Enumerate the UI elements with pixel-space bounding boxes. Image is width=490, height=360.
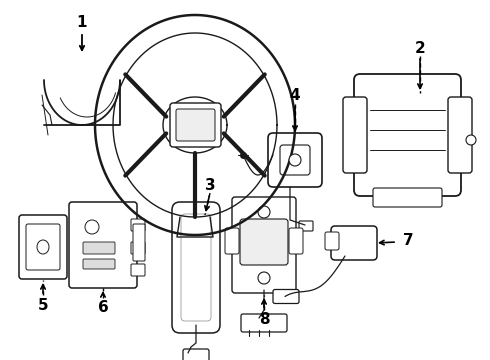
FancyBboxPatch shape <box>133 224 145 261</box>
FancyBboxPatch shape <box>268 133 322 187</box>
FancyBboxPatch shape <box>225 228 239 254</box>
Text: 7: 7 <box>403 233 413 248</box>
FancyBboxPatch shape <box>343 97 367 173</box>
FancyBboxPatch shape <box>170 103 221 147</box>
Text: 2: 2 <box>415 41 425 55</box>
FancyBboxPatch shape <box>273 289 299 303</box>
FancyBboxPatch shape <box>83 242 115 254</box>
FancyBboxPatch shape <box>354 74 461 196</box>
FancyBboxPatch shape <box>172 202 220 333</box>
FancyBboxPatch shape <box>183 349 209 360</box>
Text: 8: 8 <box>259 312 270 328</box>
FancyBboxPatch shape <box>331 226 377 260</box>
FancyBboxPatch shape <box>131 242 145 254</box>
Text: 4: 4 <box>290 87 300 103</box>
FancyBboxPatch shape <box>373 188 442 207</box>
FancyBboxPatch shape <box>232 197 296 293</box>
FancyBboxPatch shape <box>26 224 60 270</box>
FancyBboxPatch shape <box>240 219 288 265</box>
FancyBboxPatch shape <box>325 232 339 250</box>
FancyBboxPatch shape <box>241 314 287 332</box>
FancyBboxPatch shape <box>289 228 303 254</box>
Text: 3: 3 <box>205 177 215 193</box>
Circle shape <box>289 154 301 166</box>
Circle shape <box>258 206 270 218</box>
FancyBboxPatch shape <box>19 215 67 279</box>
FancyBboxPatch shape <box>280 145 310 175</box>
FancyBboxPatch shape <box>448 97 472 173</box>
FancyBboxPatch shape <box>83 259 115 269</box>
Circle shape <box>258 272 270 284</box>
FancyBboxPatch shape <box>131 264 145 276</box>
Ellipse shape <box>37 240 49 254</box>
FancyBboxPatch shape <box>131 219 145 231</box>
FancyBboxPatch shape <box>181 214 211 321</box>
FancyBboxPatch shape <box>299 221 313 231</box>
FancyBboxPatch shape <box>69 202 137 288</box>
Text: 1: 1 <box>77 14 87 30</box>
Circle shape <box>466 135 476 145</box>
Text: 5: 5 <box>38 297 49 312</box>
Text: 6: 6 <box>98 301 108 315</box>
Circle shape <box>85 220 99 234</box>
FancyBboxPatch shape <box>176 109 215 141</box>
